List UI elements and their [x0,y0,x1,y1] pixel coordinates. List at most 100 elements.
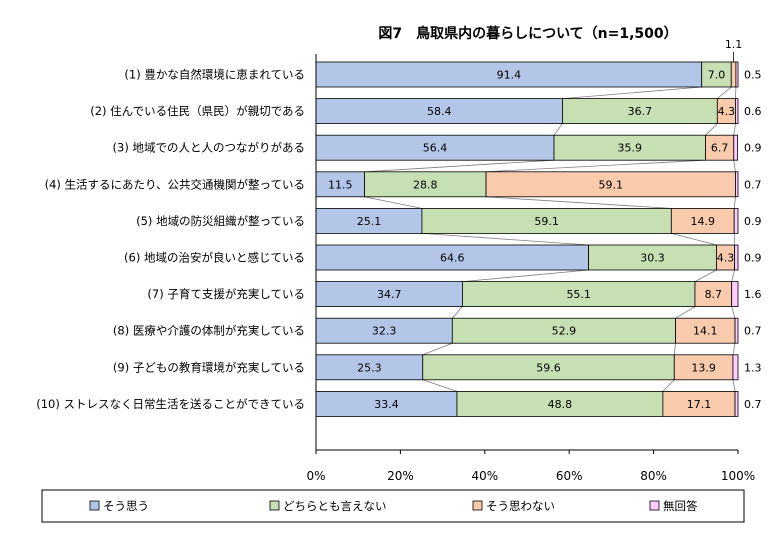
legend: そう思う どちらとも言えない そう思わない 無回答 [41,489,745,523]
data-label: 17.1 [687,398,712,411]
data-label: 0.7 [744,178,762,191]
series-line [732,343,736,355]
x-tick-label: 60% [556,469,583,483]
category-label: (7) 子育て支援が充実している [147,287,305,301]
series-line [486,159,706,173]
series-line [675,306,696,319]
series-line [705,123,718,136]
bar-segment [662,390,736,417]
bar-segment [562,98,718,124]
bar-segment [733,134,738,161]
series-line [452,306,463,319]
data-label: 7.0 [708,69,726,82]
series-line [364,159,555,173]
data-label: 34.7 [377,288,402,301]
bar-segment [451,317,676,344]
bar-segment [462,281,696,308]
bar-segment [730,61,737,88]
data-label: 14.9 [691,215,716,228]
data-label: 0.5 [744,69,762,82]
legend-label: そう思わない [486,499,555,513]
category-label: (5) 地域の防災組織が整っている [136,214,305,228]
series-lines [364,86,737,392]
series-line [732,379,736,392]
data-label: 0.9 [744,142,762,155]
data-label: 8.7 [705,288,723,301]
bar-segment [315,134,555,161]
series-line [562,86,702,99]
data-label: 6.7 [711,142,729,155]
bars: 91.4 7.0 1.1 0.5 58.4 36.7 4.3 0.6 56.4 35.9 6.7 0.… [315,38,762,417]
chart-title: 図7 鳥取県内の暮らしについて（n=1,500） [378,25,677,42]
data-label: 35.9 [618,142,643,155]
series-line [717,86,732,99]
data-label: 25.1 [357,215,382,228]
data-label: 59.1 [599,178,624,191]
bar-segment [705,134,735,161]
bar-segment [315,390,458,417]
data-label: 55.1 [566,288,591,301]
category-label: (6) 地域の治安が良いと感じている [124,251,305,265]
x-tick-label: 0% [306,469,325,483]
series-line [364,196,423,209]
legend-label: 無回答 [663,499,698,513]
series-line [731,269,736,282]
legend-swatch [649,500,660,511]
series-line [422,342,453,356]
bar-segment [731,281,739,308]
legend-swatch [472,500,483,511]
series-line [733,160,736,172]
bar-segment [315,317,453,344]
data-label: 25.3 [357,361,382,374]
data-label: 0.9 [744,215,762,228]
bar-segment [364,171,487,198]
data-label: 58.4 [427,105,452,118]
series-line [421,233,589,246]
x-tick-label: 40% [471,469,498,483]
category-label: (9) 子どもの教育環境が充実している [113,360,305,374]
x-tick-label: 100% [721,469,755,483]
data-label: 4.3 [717,252,735,265]
data-label: 33.4 [374,398,399,411]
series-line [733,123,736,136]
data-label: 48.8 [548,398,573,411]
series-line [553,123,563,136]
data-label: 36.7 [628,105,653,118]
category-label: (4) 生活するにあたり、公共交通機関が整っている [45,177,305,191]
bar-segment [735,98,739,124]
bar-segment [735,171,739,198]
x-axis: 0% 20% 40% 60% 80% 100% [306,54,755,483]
data-label: 91.4 [497,69,522,82]
category-label: (1) 豊かな自然環境に恵まれている [124,68,305,82]
bar-segment [456,390,664,417]
bar-segment [422,354,675,381]
bar-segment [735,61,739,88]
series-line [733,196,736,209]
bar-segment [553,134,706,161]
data-label: 0.7 [744,325,762,338]
category-label: (2) 住んでいる住民（県民）が親切である [90,104,305,118]
legend-swatch [89,500,100,511]
series-line [731,306,736,319]
series-line [486,196,672,209]
series-line [662,379,675,392]
bar-segment [694,281,733,308]
x-tick-label: 20% [387,469,414,483]
bar-segment [673,354,734,381]
data-label: 1.3 [744,361,762,374]
bar-segment [670,207,735,234]
bar-segment [315,354,424,381]
data-label: 14.1 [693,325,718,338]
bar-segment [732,354,739,381]
x-tick-label: 80% [640,469,667,483]
legend-label: どちらとも言えない [283,499,387,513]
bar-segment [733,207,739,234]
data-label: 0.6 [744,105,762,118]
legend-label: そう思う [103,499,149,513]
category-label: (3) 地域での人と人のつながりがある [113,141,305,155]
bar-segment [315,281,463,308]
data-label: 59.1 [534,215,559,228]
category-labels: (1) 豊かな自然環境に恵まれている (2) 住んでいる住民（県民）が親切である (… [36,68,305,411]
series-line [694,269,717,282]
